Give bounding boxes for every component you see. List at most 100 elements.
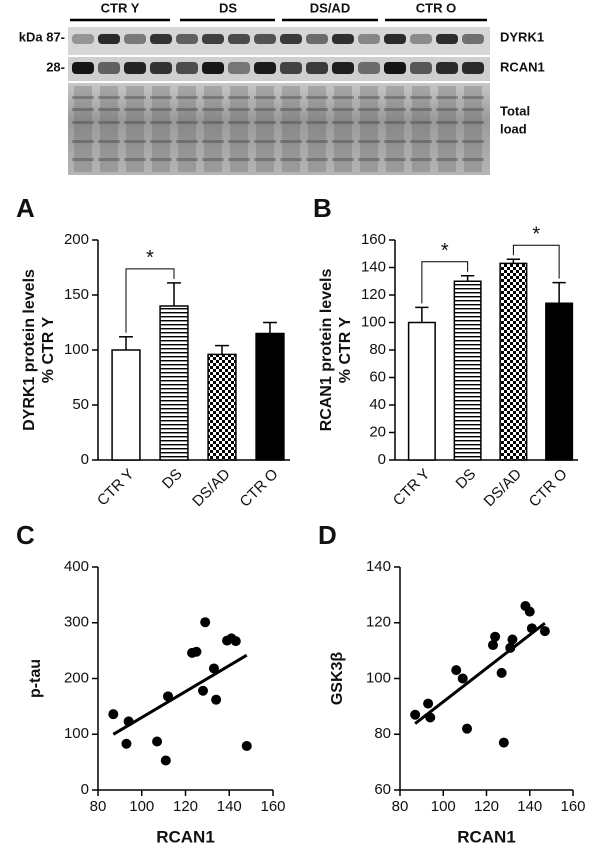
blot-band (202, 34, 224, 44)
bar (545, 302, 574, 461)
blot-band (410, 140, 432, 143)
x-tick-label: CTR Y (94, 466, 138, 510)
scatter-point (526, 623, 537, 634)
scatter-point (496, 667, 507, 678)
scatter-point (451, 665, 462, 676)
scatter-point (505, 642, 516, 653)
group-label: DS (219, 0, 237, 15)
scatter-point (425, 712, 436, 723)
scatter-point (121, 738, 132, 749)
bar (159, 305, 189, 461)
scatter-point (507, 634, 518, 645)
blot-band (410, 96, 432, 99)
blot-band (202, 140, 224, 143)
x-tick-label: CTR O (237, 466, 282, 511)
blot-band (436, 34, 458, 44)
blot-band (436, 108, 458, 111)
bar (499, 262, 528, 461)
x-tick-label: 80 (392, 798, 409, 815)
y-tick-label: 100 (361, 313, 386, 330)
blot-band (98, 62, 120, 74)
y-tick-label: 120 (361, 286, 386, 303)
y-axis-label-line: % CTR Y (40, 316, 57, 383)
blot-band (358, 62, 380, 74)
scatter-point (211, 694, 222, 705)
y-axis-label: p-tau (27, 659, 44, 698)
marker-label: 28- (46, 59, 65, 74)
x-tick-label: CTR O (526, 466, 571, 511)
blot-band (202, 158, 224, 161)
blot-band (358, 34, 380, 44)
blot-band (176, 62, 198, 74)
panel-letter: B (313, 193, 332, 223)
blot-band (176, 140, 198, 143)
blot-lane (334, 86, 352, 172)
y-tick-label: 0 (378, 451, 386, 468)
scatter-point (160, 755, 171, 766)
blot-band (280, 34, 302, 44)
blot-band (124, 158, 146, 161)
blot-band (254, 121, 276, 124)
y-tick-label: 400 (64, 558, 89, 575)
x-axis-label: RCAN1 (156, 827, 215, 844)
blot-band (280, 140, 302, 143)
y-tick-label: 200 (64, 669, 89, 686)
blot-band (150, 96, 172, 99)
blot-band (332, 34, 354, 44)
blot-band (150, 62, 172, 74)
scatter-point (241, 740, 252, 751)
blot-band (384, 140, 406, 143)
blot-band (332, 62, 354, 74)
marker-label: kDa 87- (19, 29, 65, 44)
blot-band (202, 62, 224, 74)
x-tick-label: 140 (517, 798, 542, 815)
blot-band (306, 108, 328, 111)
blot-band (98, 96, 120, 99)
x-tick-label: CTR Y (390, 466, 434, 510)
scatter-point (200, 617, 211, 628)
y-axis-label-line: DYRK1 protein levels (21, 269, 38, 431)
x-tick-label: 80 (90, 798, 107, 815)
blot-band (176, 108, 198, 111)
blot-band (228, 108, 250, 111)
band-label: DYRK1 (500, 29, 544, 44)
panel-letter: C (16, 520, 35, 550)
blot-band (462, 121, 484, 124)
blot-band (332, 108, 354, 111)
y-tick-label: 100 (64, 341, 89, 358)
blot-band (124, 108, 146, 111)
y-tick-label: 140 (361, 258, 386, 275)
blot-band (202, 96, 224, 99)
blot-band (358, 140, 380, 143)
blot-band (306, 121, 328, 124)
blot-band (254, 158, 276, 161)
blot-band (228, 121, 250, 124)
blot-band (72, 62, 94, 74)
band-label: RCAN1 (500, 59, 545, 74)
blot-band (410, 108, 432, 111)
blot-band (72, 96, 94, 99)
significance-bracket (512, 244, 560, 279)
blot-band (436, 62, 458, 74)
y-axis-label: DYRK1 protein levels% CTR Y (21, 269, 57, 431)
x-tick-label: 120 (474, 798, 499, 815)
blot-lane (386, 86, 404, 172)
x-axis-label: RCAN1 (457, 827, 516, 844)
blot-band (254, 140, 276, 143)
y-tick-label: 140 (366, 558, 391, 575)
blot-band (228, 34, 250, 44)
blot-band (384, 121, 406, 124)
western-blot: CTR Y DS DS/AD CTR O kDa 87- 28- DYRK1 R… (19, 0, 545, 175)
y-tick-label: 40 (369, 396, 386, 413)
scatter-point (462, 723, 473, 734)
y-tick-label: 200 (64, 231, 89, 248)
blot-band (306, 96, 328, 99)
blot-band (462, 108, 484, 111)
blot-band (254, 108, 276, 111)
blot-band (384, 34, 406, 44)
blot-lane (230, 86, 248, 172)
blot-band (124, 34, 146, 44)
blot-band (72, 108, 94, 111)
blot-lane (178, 86, 196, 172)
